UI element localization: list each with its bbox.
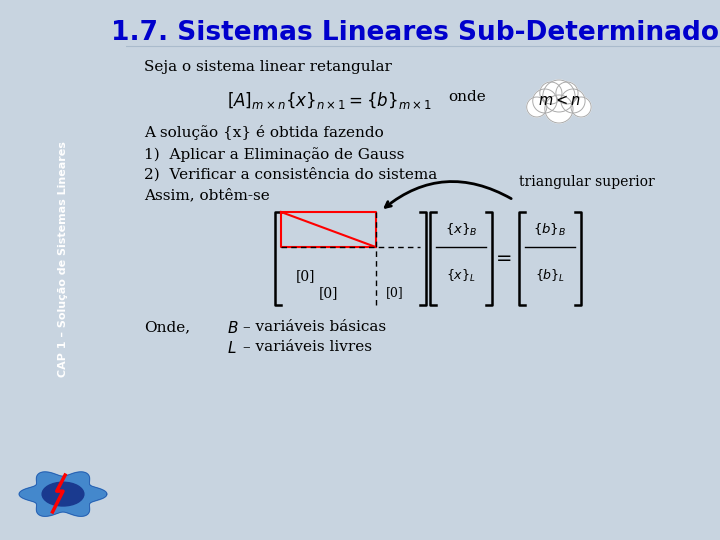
Text: $[A]_{m\times n}\{x\}_{n\times 1} = \{b\}_{m\times 1}$: $[A]_{m\times n}\{x\}_{n\times 1} = \{b\…	[227, 90, 432, 111]
Text: $\{x\}_B$: $\{x\}_B$	[445, 221, 477, 238]
Circle shape	[545, 95, 573, 123]
Text: 1)  Aplicar a Eliminação de Gauss: 1) Aplicar a Eliminação de Gauss	[144, 147, 405, 162]
Text: Onde,: Onde,	[144, 320, 190, 334]
Text: $B$: $B$	[227, 320, 238, 336]
Text: 1.7. Sistemas Lineares Sub-Determinados: 1.7. Sistemas Lineares Sub-Determinados	[111, 20, 720, 46]
Text: $\{x\}_L$: $\{x\}_L$	[446, 268, 476, 284]
Text: [0]: [0]	[295, 269, 315, 283]
Text: Seja o sistema linear retangular: Seja o sistema linear retangular	[144, 60, 392, 74]
Text: onde: onde	[448, 90, 486, 104]
Text: – variáveis básicas: – variáveis básicas	[243, 320, 386, 334]
Text: triangular superior: triangular superior	[518, 175, 654, 189]
Text: [0]: [0]	[319, 286, 338, 300]
Text: CAP 1 – Solução de Sistemas Lineares: CAP 1 – Solução de Sistemas Lineares	[58, 141, 68, 377]
Circle shape	[543, 80, 575, 112]
Text: [0]: [0]	[386, 287, 403, 300]
Circle shape	[556, 82, 578, 104]
Circle shape	[533, 89, 557, 113]
Text: $\{b\}_L$: $\{b\}_L$	[535, 268, 565, 284]
Text: $\{b\}_B$: $\{b\}_B$	[534, 221, 567, 238]
Circle shape	[571, 97, 591, 117]
Circle shape	[540, 82, 562, 104]
Text: 2)  Verificar a consistência do sistema: 2) Verificar a consistência do sistema	[144, 167, 437, 181]
Text: =: =	[496, 249, 513, 268]
Circle shape	[561, 89, 585, 113]
Text: Assim, obtêm-se: Assim, obtêm-se	[144, 188, 270, 202]
Circle shape	[42, 482, 84, 506]
Circle shape	[527, 97, 546, 117]
Text: $m < n$: $m < n$	[538, 94, 580, 108]
Text: – variáveis livres: – variáveis livres	[243, 340, 372, 354]
Text: A solução {x} é obtida fazendo: A solução {x} é obtida fazendo	[144, 125, 384, 140]
Polygon shape	[19, 472, 107, 516]
Text: $L$: $L$	[227, 340, 236, 356]
